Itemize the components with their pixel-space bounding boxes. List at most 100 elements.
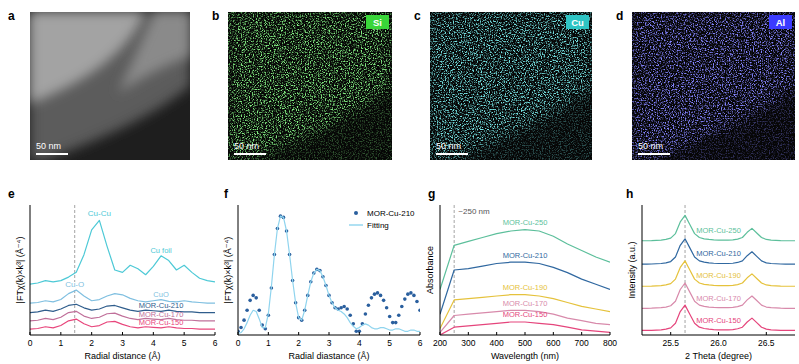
tick-label: 600 (546, 338, 560, 348)
tick-label: 300 (461, 338, 475, 348)
tick-label: 5 (387, 338, 392, 348)
panel-label: h (626, 187, 633, 201)
particle-bright (30, 12, 145, 104)
axis-title: Wavelength (nm) (491, 351, 559, 361)
tick (553, 332, 554, 335)
tick-label: 0 (28, 338, 33, 348)
element-label: Si (373, 17, 382, 28)
axis-title: |FTχ(k)×k³| (Å⁻⁴) (223, 237, 233, 304)
series-label: MOR-Cu-210 (696, 249, 741, 258)
tick (184, 332, 185, 335)
plot-area (642, 205, 795, 335)
tick (670, 332, 671, 335)
data-point (400, 305, 404, 309)
tick (496, 332, 497, 335)
data-point (388, 315, 392, 319)
tick-label: 1 (266, 338, 271, 348)
tick (60, 332, 61, 335)
data-point (242, 318, 246, 322)
data-point (251, 294, 255, 298)
panel-label: f (224, 187, 229, 201)
data-point (370, 296, 374, 300)
tick (420, 332, 421, 335)
tick-label: 6 (213, 338, 218, 348)
tick (215, 332, 216, 335)
series-label: MOR-Cu-150 (139, 318, 184, 327)
scale-bar-label: 50 nm (436, 141, 461, 151)
tick (581, 332, 582, 335)
data-line (440, 310, 610, 332)
tick (298, 332, 299, 335)
data-point (364, 312, 368, 316)
tick (153, 332, 154, 335)
tick-label: 400 (490, 338, 504, 348)
data-point (412, 294, 416, 298)
tick-label: 2 (89, 338, 94, 348)
panel-label: d (616, 9, 623, 23)
data-line (440, 295, 610, 329)
tick (718, 332, 719, 335)
tick-label: 500 (518, 338, 532, 348)
tick (122, 332, 123, 335)
scale-bar (234, 153, 266, 155)
tick-label: 3 (120, 338, 125, 348)
data-point (367, 303, 371, 307)
data-point (397, 313, 401, 317)
series-label: CuO (153, 290, 169, 299)
particle (30, 12, 190, 160)
chart-panel: h25.526.026.52 Theta (degree)Intensity (… (626, 187, 795, 361)
axis-title: 2 Theta (degree) (685, 351, 752, 361)
panel-label: g (428, 187, 435, 201)
axis-title: |FTχ(k)×k³| (Å⁻⁴) (15, 237, 25, 304)
element-tag (366, 15, 389, 29)
element-signal (632, 12, 795, 160)
data-point (394, 321, 398, 325)
data-line (642, 283, 795, 308)
tick-label: 800 (603, 338, 617, 348)
element-tag (566, 15, 589, 29)
data-line (30, 220, 215, 284)
chart-panel: g200300400500600700800Wavelength (nm)Abs… (425, 187, 617, 361)
panel-label: b (212, 9, 219, 23)
data-point (348, 313, 352, 317)
figure: a50 nmbSi50 nmcCu50 nmdAl50 nme0123456Ra… (0, 0, 799, 364)
panel-label: a (8, 9, 15, 23)
data-point (239, 326, 243, 330)
data-point (418, 308, 420, 312)
element-signal (228, 12, 392, 160)
series-label: MOR-Cu-190 (696, 271, 741, 280)
image-background (30, 12, 190, 160)
element-label: Al (776, 17, 786, 28)
tick (91, 332, 92, 335)
tick-label: 2 (296, 338, 301, 348)
data-point (245, 308, 249, 312)
legend-label: Fitting (367, 221, 389, 230)
tick-label: 200 (433, 338, 447, 348)
data-line (30, 304, 215, 312)
data-line (642, 215, 795, 240)
micrograph (228, 12, 392, 160)
image-background (30, 12, 190, 160)
panel-label: c (414, 9, 421, 23)
plot-area (440, 205, 610, 335)
tick-label: 26.0 (710, 338, 727, 348)
axis-title: Radial diastance (Å) (288, 351, 369, 361)
plot-area (30, 205, 215, 335)
tick-label: 3 (327, 338, 332, 348)
legend-symbol (354, 211, 358, 215)
data-point (376, 291, 380, 295)
element-label: Cu (571, 17, 584, 28)
axis-title: Intensity (a.u.) (627, 241, 637, 298)
data-line (642, 239, 795, 264)
tick-label: 4 (151, 338, 156, 348)
y-axis (642, 205, 643, 335)
scale-bar-label: 50 nm (234, 141, 259, 151)
tick-label: 6 (418, 338, 423, 348)
panel-label: e (8, 187, 15, 201)
tick-label: 25.5 (662, 338, 679, 348)
chart-panel: f0123456Radial diastance (Å)|FTχ(k)×k³| … (223, 187, 423, 361)
tick-label: 5 (182, 338, 187, 348)
data-line (238, 216, 420, 334)
series-label: MOR-Cu-210 (503, 251, 548, 260)
data-point (248, 299, 252, 303)
